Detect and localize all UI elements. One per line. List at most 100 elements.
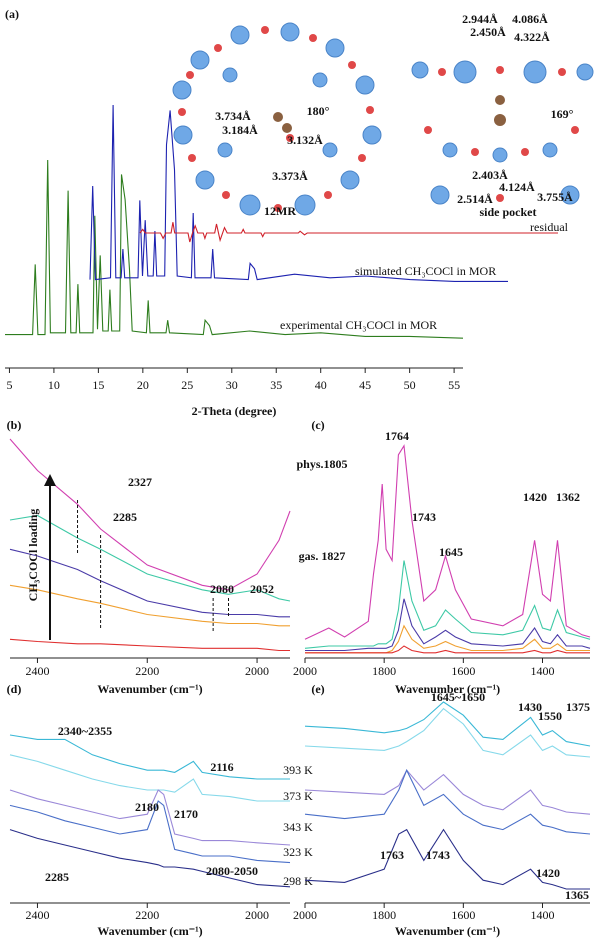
- spectrum-line: [139, 222, 558, 243]
- x-tick-label: 5: [6, 378, 12, 392]
- annotation: 2285: [45, 870, 69, 884]
- spectrum-line: [304, 701, 591, 747]
- annotation: 1365: [565, 888, 589, 902]
- series-label: 393 K: [283, 763, 313, 777]
- annotation: 3.755Å: [537, 190, 573, 204]
- annotation: 1362: [556, 490, 580, 504]
- panel-label: (c): [311, 418, 324, 432]
- x-tick-label: 55: [448, 378, 460, 392]
- annotation: 1375: [566, 700, 590, 714]
- x-tick-label: 1400: [531, 664, 555, 678]
- spectrum-line: [9, 548, 290, 618]
- annotation: 2180: [135, 800, 159, 814]
- annotation: side pocket: [480, 205, 537, 219]
- loading-arrow-head: [44, 474, 56, 486]
- annotation: 1743: [412, 510, 436, 524]
- spectrum-line: [9, 829, 291, 888]
- spectrum-line: [5, 159, 464, 339]
- x-tick-label: 2200: [135, 664, 159, 678]
- annotation: 4.124Å: [499, 180, 535, 194]
- x-tick-label: 1600: [451, 664, 475, 678]
- spectrum-line: [304, 560, 591, 649]
- x-tick-label: 1800: [372, 664, 396, 678]
- x-tick-label: 30: [226, 378, 238, 392]
- spectrum-line: [305, 645, 590, 654]
- x-tick-label: 2000: [245, 664, 269, 678]
- x-tick-label: 1800: [372, 908, 396, 922]
- annotation: 3.132Å: [287, 133, 323, 147]
- panel-label: (d): [7, 682, 22, 696]
- spectrum-line: [9, 638, 290, 652]
- spectrum-line: [9, 438, 291, 591]
- x-tick-label: 50: [404, 378, 416, 392]
- marker-label: 2285: [113, 510, 137, 524]
- annotation: 2.514Å: [457, 192, 493, 206]
- spectrum-line: [9, 514, 291, 602]
- annotation: 1550: [538, 709, 562, 723]
- annotation: gas. 1827: [299, 549, 346, 563]
- x-tick-label: 2400: [25, 908, 49, 922]
- annotation: 2116: [210, 760, 233, 774]
- x-axis-label: 2-Theta (degree): [192, 404, 277, 418]
- x-axis-label: Wavenumber (cm⁻¹): [395, 682, 500, 696]
- annotation: 4.086Å: [512, 12, 548, 26]
- annotation: 2080-2050: [206, 864, 258, 878]
- spectrum-line: [304, 828, 590, 890]
- spectrum-line: [9, 754, 290, 802]
- marker-label: 2080: [210, 582, 234, 596]
- spectrum-line: [304, 768, 591, 835]
- series-label: 298 K: [283, 874, 313, 888]
- spectrum-line: [304, 769, 591, 815]
- x-tick-label: 25: [181, 378, 193, 392]
- x-tick-label: 40: [315, 378, 327, 392]
- x-tick-label: 1400: [531, 908, 555, 922]
- marker-label: 2052: [250, 582, 274, 596]
- spectrum-line: [89, 104, 508, 282]
- series-label: 373 K: [283, 789, 313, 803]
- annotation: 3.184Å: [222, 123, 258, 137]
- marker-label: 2327: [128, 475, 152, 489]
- structure-12mr-oxygen: [178, 26, 374, 212]
- x-axis-label: Wavenumber (cm⁻¹): [97, 924, 202, 938]
- x-tick-label: 15: [92, 378, 104, 392]
- structure-side-pocket-adsorbate: [494, 95, 506, 126]
- annotation: 1430: [518, 700, 542, 714]
- spectrum-line: [304, 707, 591, 758]
- annotation: 1763: [380, 848, 404, 862]
- spectrum-line: [305, 598, 591, 652]
- spectrum-line: [9, 734, 290, 780]
- series-label: 343 K: [283, 820, 313, 834]
- annotation: 1420: [536, 866, 560, 880]
- annotation: 1645~1650: [431, 690, 485, 704]
- x-tick-label: 2000: [245, 908, 269, 922]
- panel-label: (a): [5, 7, 19, 21]
- x-axis-label: Wavenumber (cm⁻¹): [395, 924, 500, 938]
- x-axis-label: Wavenumber (cm⁻¹): [97, 682, 202, 696]
- series-label: simulated CH₃COCl in MOR: [355, 264, 496, 278]
- structure-side-pocket: [411, 60, 594, 205]
- x-tick-label: 20: [137, 378, 149, 392]
- x-tick-label: 2000: [293, 908, 317, 922]
- x-tick-label: 2400: [25, 664, 49, 678]
- annotation: 2.450Å: [470, 25, 506, 39]
- series-label: residual: [530, 220, 569, 234]
- x-tick-label: 10: [48, 378, 60, 392]
- annotation: 1764: [385, 429, 409, 443]
- annotation: 1420: [523, 490, 547, 504]
- annotation: 2340~2355: [58, 724, 112, 738]
- annotation: 2.403Å: [472, 168, 508, 182]
- series-label: 323 K: [283, 845, 313, 859]
- annotation: 180°: [307, 104, 330, 118]
- structure-12mr-adsorbate: [273, 112, 292, 133]
- x-tick-label: 2200: [135, 908, 159, 922]
- annotation: 2170: [174, 807, 198, 821]
- panel-label: (e): [311, 682, 324, 696]
- structure-side-pocket-oxygen: [424, 66, 579, 202]
- annotation: 3.373Å: [272, 169, 308, 183]
- annotation: 12MR: [264, 204, 296, 218]
- x-tick-label: 2000: [293, 664, 317, 678]
- panel-label: (b): [7, 418, 22, 432]
- annotation: 2.944Å: [462, 12, 498, 26]
